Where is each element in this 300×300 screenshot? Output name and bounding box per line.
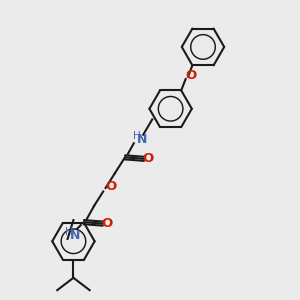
- Text: N: N: [70, 229, 80, 242]
- Text: N: N: [137, 133, 147, 146]
- Text: H: H: [65, 227, 73, 237]
- Text: O: O: [186, 69, 197, 82]
- Text: O: O: [105, 180, 116, 193]
- Text: O: O: [101, 217, 112, 230]
- Text: O: O: [142, 152, 154, 165]
- Text: H: H: [133, 131, 141, 141]
